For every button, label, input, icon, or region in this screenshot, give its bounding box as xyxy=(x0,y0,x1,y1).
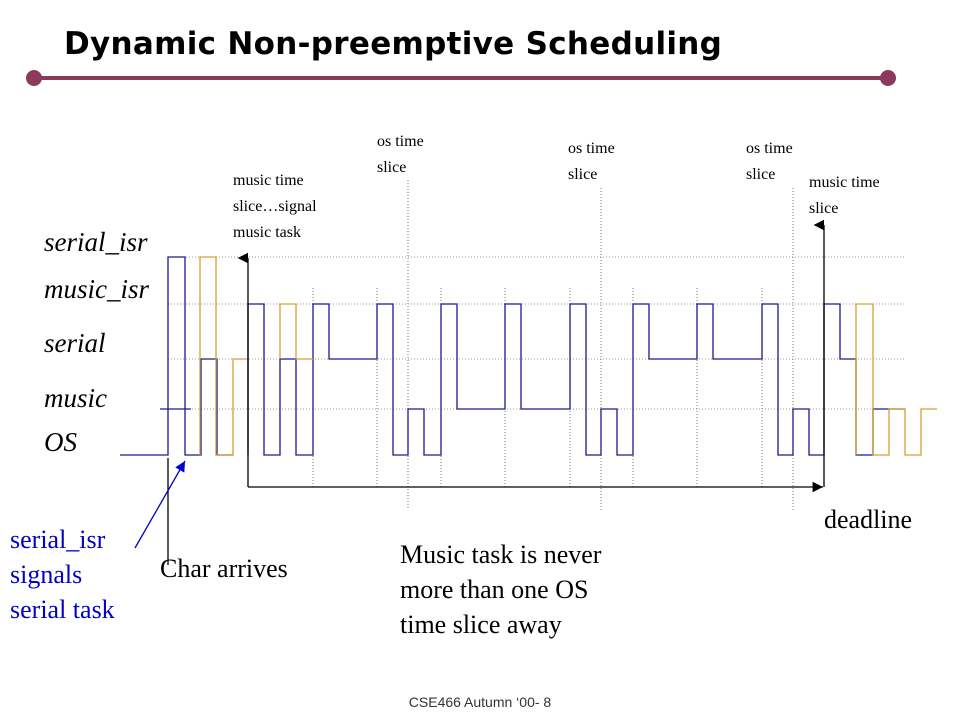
rule-left-dot xyxy=(26,70,42,86)
annotation-deadline: deadline xyxy=(824,505,913,534)
slide-title: Dynamic Non-preemptive Scheduling xyxy=(64,26,723,62)
annotation-serial-isr-signals: serial_isr signals serial task xyxy=(10,525,115,624)
annotation-music-never-far: Music task is never more than one OS tim… xyxy=(400,540,602,639)
task-trace-blue xyxy=(120,256,233,456)
annotation-music-time-slice-signal: music time slice…signal music task xyxy=(233,172,317,241)
annotation-music-time-slice-end: music time slice xyxy=(809,174,880,217)
lane-label-music-isr: music_isr xyxy=(44,274,150,304)
time-slice-markers xyxy=(312,180,794,510)
serial-trace-gold-3 xyxy=(855,303,937,456)
lane-label-music: music xyxy=(44,383,107,413)
title-rule xyxy=(34,76,888,80)
annotation-os-time-slice-2: os time slice xyxy=(568,140,615,183)
serial-trace-gold-2 xyxy=(279,303,313,360)
serial-trace-gold-1 xyxy=(199,256,248,456)
lane-label-serial: serial xyxy=(44,328,106,358)
lane-label-serial-isr: serial_isr xyxy=(44,227,148,257)
annotation-char-arrives: Char arrives xyxy=(160,554,288,583)
lane-label-os: OS xyxy=(44,427,77,457)
lane-guides xyxy=(168,256,905,410)
serial-isr-signal-arrow xyxy=(134,460,186,549)
rule-right-dot xyxy=(880,70,896,86)
annotation-os-time-slice-1: os time slice xyxy=(377,133,424,176)
slide-footer: CSE466 Autumn ‘00- 8 xyxy=(408,694,552,710)
task-trace-blue-main xyxy=(247,303,905,456)
annotation-os-time-slice-3: os time slice xyxy=(746,140,793,183)
